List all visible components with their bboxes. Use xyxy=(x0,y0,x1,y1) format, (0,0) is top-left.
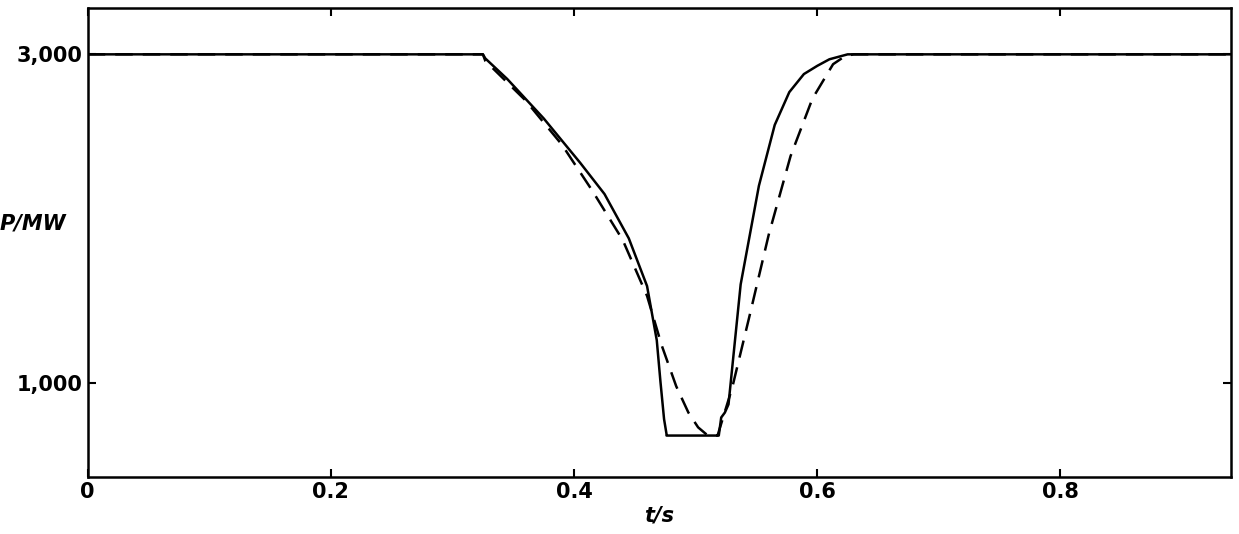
X-axis label: t/s: t/s xyxy=(644,506,674,525)
Y-axis label: P/MW: P/MW xyxy=(0,213,66,233)
